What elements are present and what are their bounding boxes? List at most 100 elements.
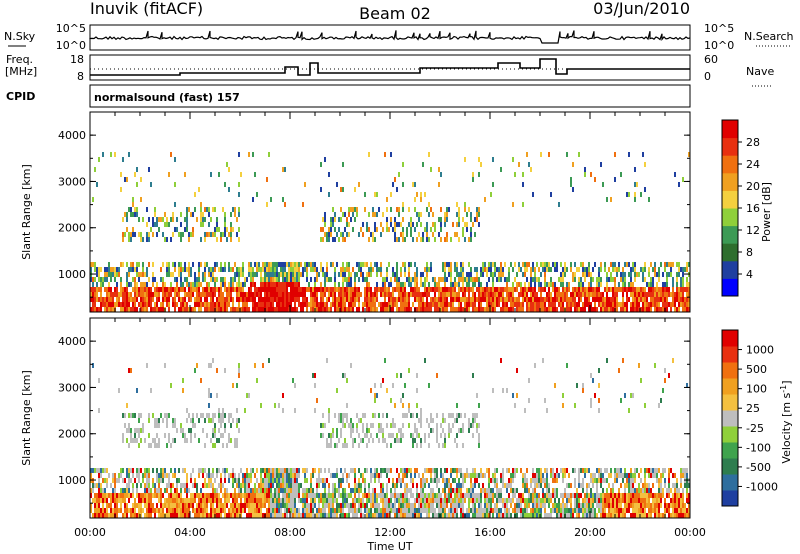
power-cell	[388, 262, 390, 267]
velocity-cell	[406, 483, 408, 488]
power-cell	[404, 262, 406, 267]
power-cell	[444, 292, 446, 297]
velocity-cell	[272, 468, 274, 473]
power-cell	[164, 212, 166, 217]
velocity-cell	[242, 508, 244, 513]
velocity-cell	[154, 438, 156, 443]
velocity-cell	[412, 443, 414, 448]
velocity-cell	[496, 508, 498, 513]
power-cell	[496, 267, 498, 272]
power-cell	[120, 302, 122, 307]
power-cell	[296, 282, 298, 287]
power-cell	[492, 287, 494, 292]
velocity-cell	[114, 473, 116, 478]
power-cell	[438, 307, 440, 312]
power-cell	[556, 292, 558, 297]
velocity-cell	[344, 503, 346, 508]
power-cell	[208, 267, 210, 272]
velocity-cell	[154, 488, 156, 493]
power-cell	[552, 262, 554, 267]
velocity-cell	[432, 498, 434, 503]
power-cell	[546, 307, 548, 312]
velocity-cell	[456, 403, 458, 408]
velocity-cell	[270, 503, 272, 508]
velocity-cell	[322, 508, 324, 513]
velocity-cell	[218, 498, 220, 503]
power-cell	[142, 302, 144, 307]
power-cell	[394, 222, 396, 227]
velocity-cell	[376, 503, 378, 508]
power-cell	[566, 292, 568, 297]
velocity-cell	[228, 513, 230, 518]
velocity-cell	[268, 488, 270, 493]
power-cell	[582, 302, 584, 307]
velocity-cell	[504, 508, 506, 513]
power-cell	[466, 222, 468, 227]
velocity-cell	[98, 488, 100, 493]
power-cell	[376, 297, 378, 302]
velocity-cell	[152, 508, 154, 513]
power-cell	[418, 287, 420, 292]
power-cell	[426, 237, 428, 242]
velocity-cell	[512, 473, 514, 478]
power-cell	[418, 292, 420, 297]
colorbar-swatch	[722, 243, 738, 262]
power-cell	[430, 297, 432, 302]
power-cell	[252, 152, 254, 157]
velocity-cell	[378, 508, 380, 513]
velocity-cell	[450, 413, 452, 418]
power-cell	[632, 282, 634, 287]
velocity-cell	[548, 488, 550, 493]
power-cell	[338, 237, 340, 242]
power-cell	[606, 197, 608, 202]
velocity-cell	[90, 473, 92, 478]
power-cell	[182, 297, 184, 302]
power-cell	[610, 302, 612, 307]
velocity-cell	[446, 513, 448, 518]
velocity-cell	[380, 498, 382, 503]
velocity-cell	[244, 478, 246, 483]
velocity-cell	[202, 503, 204, 508]
velocity-cell	[398, 498, 400, 503]
power-cell	[514, 277, 516, 282]
power-cell	[186, 277, 188, 282]
power-cell	[416, 192, 418, 197]
velocity-cell	[286, 503, 288, 508]
velocity-cell	[284, 473, 286, 478]
power-cell	[126, 212, 128, 217]
velocity-cell	[470, 498, 472, 503]
power-cell	[364, 302, 366, 307]
velocity-cell	[224, 498, 226, 503]
velocity-cell	[464, 478, 466, 483]
velocity-cell	[484, 488, 486, 493]
velocity-cell	[128, 493, 130, 498]
power-cell	[298, 272, 300, 277]
velocity-cell	[276, 503, 278, 508]
velocity-cell	[518, 498, 520, 503]
velocity-cell	[554, 503, 556, 508]
power-cell	[666, 297, 668, 302]
power-cell	[548, 282, 550, 287]
velocity-cell	[430, 473, 432, 478]
power-cell	[280, 262, 282, 267]
velocity-cell	[476, 513, 478, 518]
velocity-cell	[488, 498, 490, 503]
power-cell	[632, 302, 634, 307]
velocity-cell	[536, 498, 538, 503]
velocity-cell	[320, 468, 322, 473]
power-cell	[666, 292, 668, 297]
power-cell	[580, 292, 582, 297]
velocity-cell	[214, 428, 216, 433]
power-cell	[174, 202, 176, 207]
power-cell	[628, 152, 630, 157]
velocity-cell	[236, 498, 238, 503]
velocity-cell	[534, 473, 536, 478]
velocity-cell	[402, 493, 404, 498]
power-cell	[370, 272, 372, 277]
velocity-cell	[294, 503, 296, 508]
power-cell	[416, 292, 418, 297]
power-cell	[126, 277, 128, 282]
power-cell	[480, 292, 482, 297]
velocity-cell	[374, 488, 376, 493]
power-cell	[362, 277, 364, 282]
